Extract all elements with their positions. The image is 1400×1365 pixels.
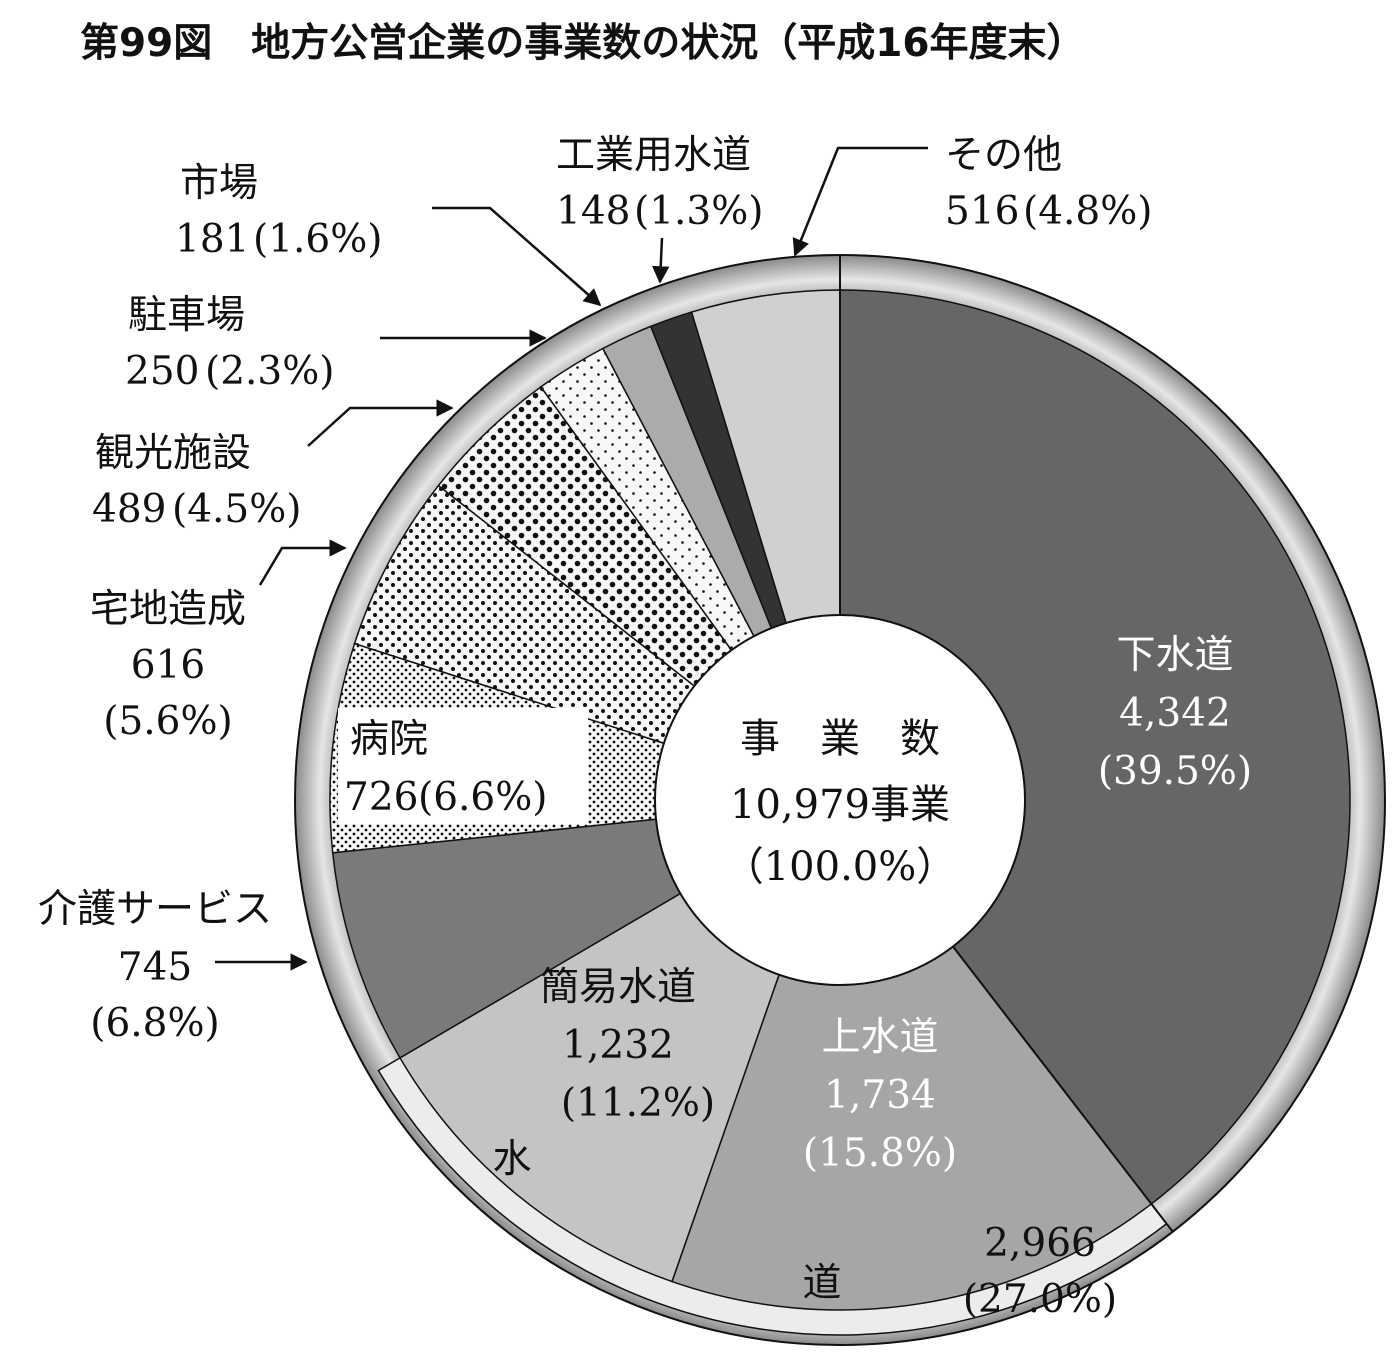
label-care-name: 介護サービス [38,887,272,932]
label-sewer-name: 下水道 [1116,633,1233,678]
label-other-value: 516 [945,189,1019,234]
label-simple-water-name: 簡易水道 [540,965,696,1010]
label-parking-pct: (2.3%) [205,349,335,394]
center-hole [654,614,1026,986]
label-hospital-pct: (6.6%) [418,775,548,820]
center-label-title: 事 業 数 [740,716,940,762]
label-market-value: 181 [175,217,249,262]
label-land-name: 宅地造成 [90,587,246,632]
label-water-group-value: 2,966 [984,1221,1096,1266]
label-industrial-water-pct: (1.3%) [634,189,764,234]
label-other-pct: (4.8%) [1023,189,1153,234]
label-market-name: 市場 [180,161,258,206]
label-tourism-value: 489 [92,487,166,532]
hospital-label-box [338,708,588,824]
label-tourism-name: 観光施設 [95,431,251,476]
label-industrial-water-name: 工業用水道 [556,133,751,178]
label-water-group-1: 水 [492,1137,531,1182]
leader-tourism [307,399,454,447]
chart-title: 第99図 地方公営企業の事業数の状況（平成16年度末） [80,21,1086,66]
label-land-pct: (5.6%) [103,699,233,744]
label-care-pct: (6.8%) [90,1001,220,1046]
label-care-value: 745 [118,945,192,990]
label-hospital-name: 病院 [350,717,428,762]
label-market-pct: (1.6%) [253,217,383,262]
label-sewer-value: 4,342 [1119,691,1231,736]
center-label-total: 10,979事業 [730,782,950,828]
center-label-pct: （100.0%） [724,844,957,890]
label-upper-water-value: 1,734 [824,1073,936,1118]
leader-industrial-water [651,237,670,284]
label-other-name: その他 [945,133,1062,178]
label-parking-name: 駐車場 [128,293,245,338]
leader-land [258,539,347,586]
label-water-group-2: 道 [802,1261,841,1306]
label-upper-water-pct: (15.8%) [803,1131,957,1176]
label-water-group-pct: (27.0%) [963,1277,1117,1322]
label-simple-water-value: 1,232 [562,1023,674,1068]
label-land-value: 616 [131,643,205,688]
label-simple-water-pct: (11.2%) [561,1081,715,1126]
boundary-line-sewer-water [952,945,1174,1233]
label-sewer-pct: (39.5%) [1098,749,1252,794]
label-industrial-water-value: 148 [556,189,630,234]
leader-other [792,146,928,257]
label-tourism-pct: (4.5%) [172,487,302,532]
label-upper-water-name: 上水道 [821,1015,938,1060]
label-hospital-value: 726 [344,775,418,820]
label-parking-value: 250 [125,349,199,394]
leader-market [432,206,602,307]
